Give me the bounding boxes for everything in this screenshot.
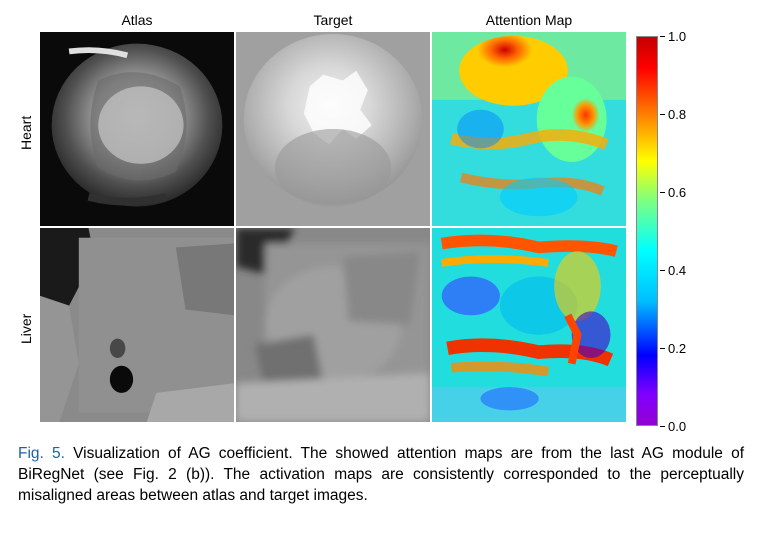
- colorbar-container: 1.0 0.8 0.6 0.4 0.2 0.0: [636, 36, 686, 426]
- image-liver-atlas: [40, 228, 234, 422]
- figure-caption: Fig. 5. Visualization of AG coefficient.…: [18, 444, 744, 507]
- image-heart-attention: [432, 32, 626, 226]
- column-headers: Atlas Target Attention Map: [40, 12, 628, 28]
- figure-grid-area: Heart Liver Atlas Target Attention Map: [18, 12, 744, 426]
- image-liver-target: [236, 228, 430, 422]
- tick-label: 0.6: [668, 185, 686, 200]
- tick-label: 1.0: [668, 29, 686, 44]
- col-header-target: Target: [236, 12, 430, 28]
- caption-text: Visualization of AG coefficient. The sho…: [18, 445, 744, 504]
- row-label-liver: Liver: [18, 232, 34, 426]
- figure-label: Fig. 5.: [18, 445, 65, 462]
- tick-label: 0.4: [668, 263, 686, 278]
- image-heart-target: [236, 32, 430, 226]
- colorbar: [636, 36, 658, 426]
- image-row-heart: [40, 32, 628, 226]
- tick-label: 0.0: [668, 419, 686, 434]
- image-row-liver: [40, 228, 628, 422]
- row-label-heart: Heart: [18, 36, 34, 230]
- row-labels: Heart Liver: [18, 36, 34, 426]
- image-heart-atlas: [40, 32, 234, 226]
- figure-container: Heart Liver Atlas Target Attention Map: [18, 12, 744, 507]
- colorbar-ticks: 1.0 0.8 0.6 0.4 0.2 0.0: [660, 36, 686, 426]
- tick-label: 0.2: [668, 341, 686, 356]
- tick-label: 0.8: [668, 107, 686, 122]
- col-header-attention: Attention Map: [432, 12, 626, 28]
- image-grid: Atlas Target Attention Map: [40, 12, 628, 424]
- image-liver-attention: [432, 228, 626, 422]
- col-header-atlas: Atlas: [40, 12, 234, 28]
